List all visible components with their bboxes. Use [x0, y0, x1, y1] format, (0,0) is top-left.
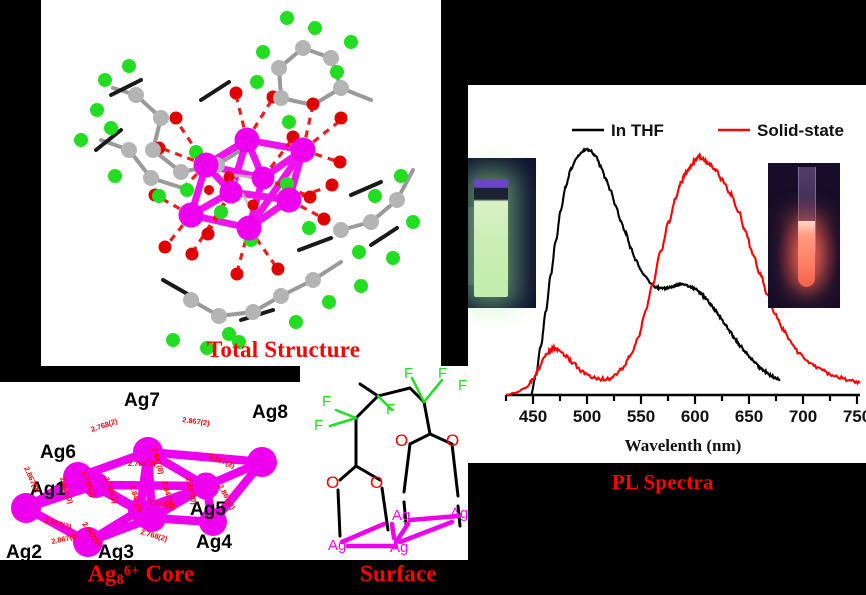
pl-x-tick-labels: 450 500 550 600 650 700 750 — [519, 407, 866, 426]
svg-text:750: 750 — [843, 407, 866, 426]
svg-text:Ag3: Ag3 — [98, 542, 134, 560]
svg-text:650: 650 — [735, 407, 763, 426]
pl-legend: In THF Solid-state — [572, 121, 844, 140]
svg-text:Ag2: Ag2 — [6, 542, 42, 560]
total-structure-panel — [41, 0, 441, 366]
surface-fluorine-labels: F F F F F F — [314, 366, 467, 434]
surface-panel: F F F F F F O O O O Ag — [300, 366, 468, 560]
ag8-core-panel: Ag6 Ag7 Ag8 Ag5 Ag1 Ag2 Ag3 Ag4 2.768(2)… — [0, 382, 300, 560]
curve-solid-state — [505, 151, 861, 397]
core-caption-suffix: Core — [139, 561, 195, 586]
legend-label-in-thf: In THF — [611, 121, 664, 140]
svg-text:2.867(2): 2.867(2) — [182, 415, 211, 428]
pl-panel-top-black-bar — [468, 0, 866, 85]
caption-ag8-core: Ag86+ Core — [88, 561, 194, 589]
ag8-core-polyhedron: Ag6 Ag7 Ag8 Ag5 Ag1 Ag2 Ag3 Ag4 2.768(2)… — [6, 390, 288, 560]
svg-text:F: F — [438, 366, 447, 382]
svg-text:Ag7: Ag7 — [124, 390, 160, 411]
svg-text:O: O — [326, 473, 339, 492]
svg-text:O: O — [370, 473, 383, 492]
inset-photo-solid-tube — [768, 163, 840, 308]
svg-text:Ag: Ag — [390, 539, 408, 556]
svg-text:Ag1: Ag1 — [30, 479, 66, 500]
surface-silver-labels: Ag Ag Ag Ag — [328, 505, 468, 556]
svg-text:600: 600 — [681, 407, 709, 426]
svg-text:Ag6: Ag6 — [40, 442, 76, 463]
svg-text:O: O — [395, 431, 408, 450]
svg-text:O: O — [446, 431, 459, 450]
caption-surface: Surface — [360, 561, 437, 586]
caption-pl-spectra: PL Spectra — [612, 470, 714, 494]
svg-text:Ag: Ag — [328, 537, 346, 554]
svg-text:F: F — [458, 377, 467, 394]
svg-text:Ag4: Ag4 — [196, 532, 232, 553]
pl-spectra-panel: In THF Solid-state — [468, 85, 866, 463]
core-caption-sub: 8 — [116, 572, 124, 589]
caption-total-structure: Total Structure — [207, 337, 361, 362]
svg-text:2.768(2): 2.768(2) — [90, 416, 119, 434]
svg-text:700: 700 — [789, 407, 817, 426]
oxygen-atoms — [148, 86, 348, 281]
inset-photo-thf-cuvette — [468, 159, 535, 307]
svg-text:F: F — [314, 417, 323, 434]
svg-text:F: F — [386, 401, 395, 418]
svg-text:F: F — [322, 393, 331, 410]
svg-text:2.768(2): 2.768(2) — [128, 459, 156, 468]
core-caption-sup: 6+ — [123, 563, 140, 580]
pl-x-axis: 450 500 550 600 650 700 750 Wavelenth (n… — [504, 393, 866, 455]
svg-text:Ag5: Ag5 — [190, 499, 226, 520]
svg-text:500: 500 — [573, 407, 601, 426]
legend-label-solid-state: Solid-state — [757, 121, 844, 140]
surface-oxygen-labels: O O O O — [326, 431, 459, 492]
svg-text:Ag8: Ag8 — [252, 402, 288, 423]
svg-text:F: F — [404, 366, 413, 382]
silver-core-atoms — [178, 127, 316, 241]
total-structure-molecule — [74, 11, 420, 355]
surface-ligand-diagram: F F F F F F O O O O Ag — [314, 366, 468, 556]
svg-text:450: 450 — [519, 407, 547, 426]
svg-text:Ag: Ag — [450, 505, 468, 522]
core-caption-prefix: Ag — [88, 561, 117, 586]
carbon-atoms — [121, 40, 405, 324]
core-atom-labels: Ag6 Ag7 Ag8 Ag5 Ag1 Ag2 Ag3 Ag4 — [6, 390, 288, 560]
curve-in-thf — [530, 147, 781, 396]
svg-text:550: 550 — [627, 407, 655, 426]
pl-spectra-chart: In THF Solid-state — [504, 121, 866, 455]
svg-text:Ag: Ag — [392, 507, 410, 524]
pl-x-axis-title: Wavelenth (nm) — [625, 436, 742, 455]
core-silver-spheres — [11, 437, 277, 557]
fluorine-atoms — [74, 11, 420, 355]
